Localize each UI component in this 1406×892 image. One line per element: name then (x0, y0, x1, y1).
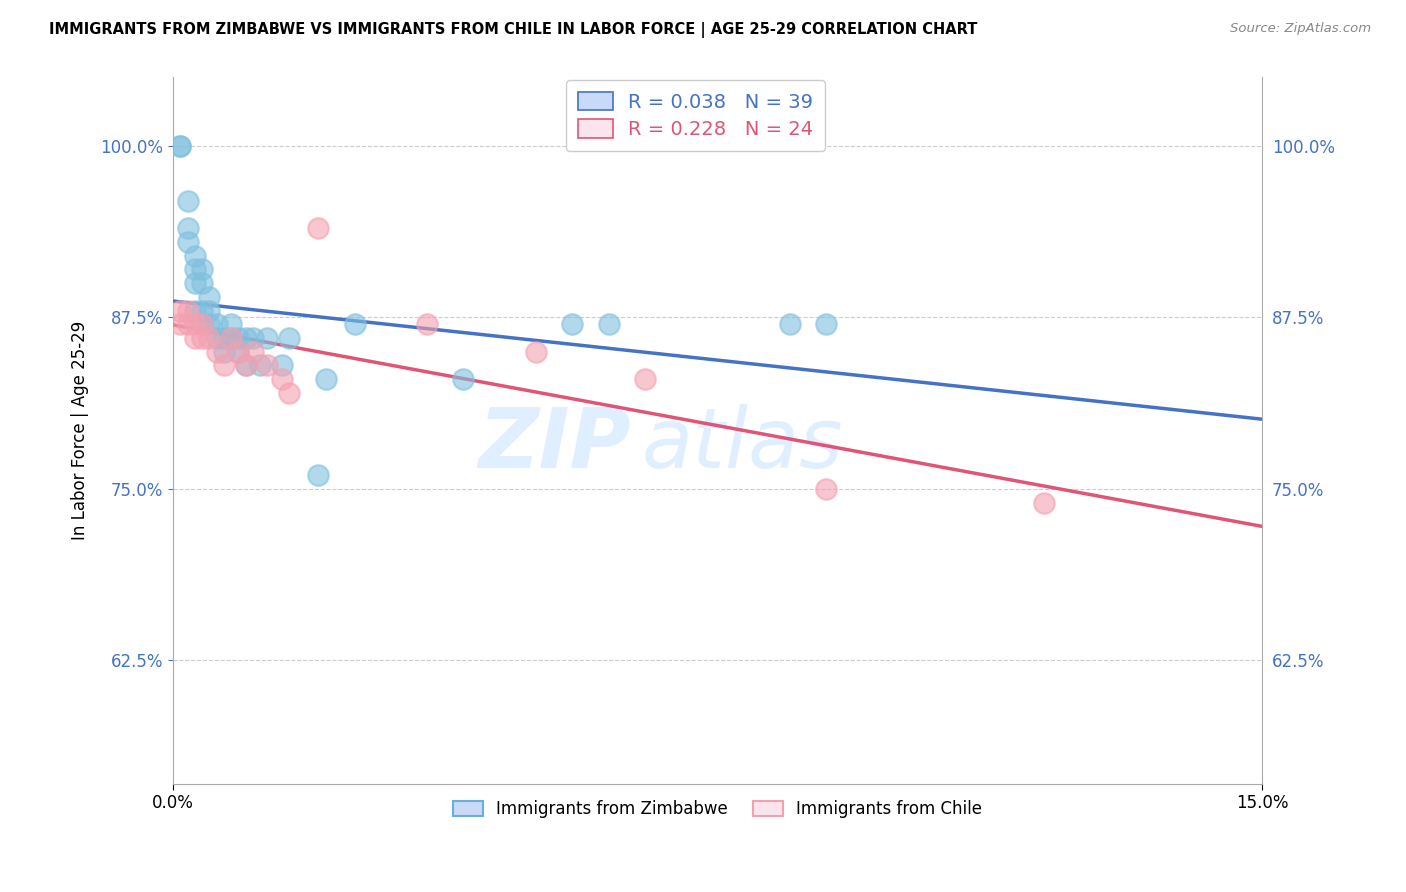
Point (228, 344, 250, 359)
Point (242, 331, 264, 345)
Point (343, 318, 366, 332)
Text: Source: ZipAtlas.com: Source: ZipAtlas.com (1230, 22, 1371, 36)
Point (191, 303, 214, 318)
Point (184, 318, 207, 332)
Point (198, 290, 221, 304)
Point (184, 303, 207, 318)
Point (271, 372, 294, 386)
Point (219, 331, 242, 345)
Point (453, 372, 475, 386)
Y-axis label: In Labor Force | Age 25-29: In Labor Force | Age 25-29 (72, 321, 89, 541)
Point (256, 331, 278, 345)
Point (278, 385, 301, 400)
Point (176, 221, 198, 235)
Point (278, 331, 301, 345)
Point (184, 262, 207, 277)
Point (228, 344, 250, 359)
Point (235, 331, 257, 345)
Text: atlas: atlas (641, 404, 844, 485)
Point (184, 249, 207, 263)
Text: IMMIGRANTS FROM ZIMBABWE VS IMMIGRANTS FROM CHILE IN LABOR FORCE | AGE 25-29 COR: IMMIGRANTS FROM ZIMBABWE VS IMMIGRANTS F… (49, 22, 977, 38)
Point (205, 344, 228, 359)
Point (198, 331, 221, 345)
Point (228, 331, 250, 345)
Point (176, 303, 198, 318)
Point (169, 139, 191, 153)
Point (191, 262, 214, 277)
Point (219, 331, 242, 345)
Point (176, 235, 198, 249)
Point (176, 318, 198, 332)
Point (205, 318, 228, 332)
Point (249, 359, 271, 373)
Point (307, 468, 329, 483)
Point (212, 359, 235, 373)
Point (235, 359, 257, 373)
Point (815, 482, 838, 496)
Point (815, 318, 838, 332)
Point (219, 318, 242, 332)
Point (191, 318, 214, 332)
Point (561, 318, 583, 332)
Point (191, 331, 214, 345)
Point (271, 359, 294, 373)
Point (184, 276, 207, 290)
Point (169, 139, 191, 153)
Point (205, 331, 228, 345)
Point (176, 194, 198, 208)
Point (169, 318, 191, 332)
Text: ZIP: ZIP (478, 404, 630, 485)
Point (212, 331, 235, 345)
Point (416, 318, 439, 332)
Point (524, 344, 547, 359)
Point (212, 344, 235, 359)
Point (184, 331, 207, 345)
Point (634, 372, 657, 386)
Point (598, 318, 620, 332)
Point (235, 359, 257, 373)
Point (779, 318, 801, 332)
Point (307, 221, 329, 235)
Point (198, 318, 221, 332)
Point (315, 372, 337, 386)
Point (242, 344, 264, 359)
Legend: Immigrants from Zimbabwe, Immigrants from Chile: Immigrants from Zimbabwe, Immigrants fro… (446, 794, 988, 825)
Point (169, 303, 191, 318)
Point (191, 276, 214, 290)
Point (191, 318, 214, 332)
Point (198, 303, 221, 318)
Point (1033, 495, 1056, 509)
Point (256, 359, 278, 373)
